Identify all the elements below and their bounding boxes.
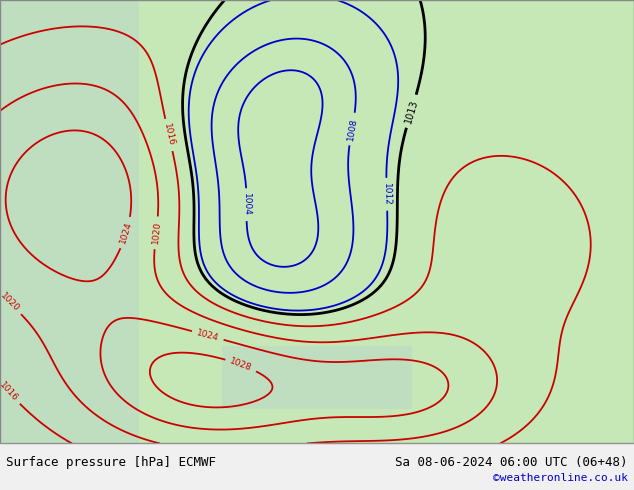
Text: 1013: 1013 <box>403 98 420 124</box>
Text: Sa 08-06-2024 06:00 UTC (06+48): Sa 08-06-2024 06:00 UTC (06+48) <box>395 457 628 469</box>
Text: Surface pressure [hPa] ECMWF: Surface pressure [hPa] ECMWF <box>6 457 216 469</box>
Text: 1008: 1008 <box>346 117 358 141</box>
Text: 1012: 1012 <box>382 183 391 206</box>
Text: 1020: 1020 <box>0 292 21 314</box>
Text: 1024: 1024 <box>119 220 134 245</box>
Text: 1024: 1024 <box>196 328 220 343</box>
Text: 1004: 1004 <box>242 193 251 216</box>
Text: 1028: 1028 <box>229 357 253 373</box>
Text: 1016: 1016 <box>0 380 20 403</box>
Text: 1020: 1020 <box>151 221 162 245</box>
Text: ©weatheronline.co.uk: ©weatheronline.co.uk <box>493 473 628 483</box>
Text: 1016: 1016 <box>162 123 176 147</box>
